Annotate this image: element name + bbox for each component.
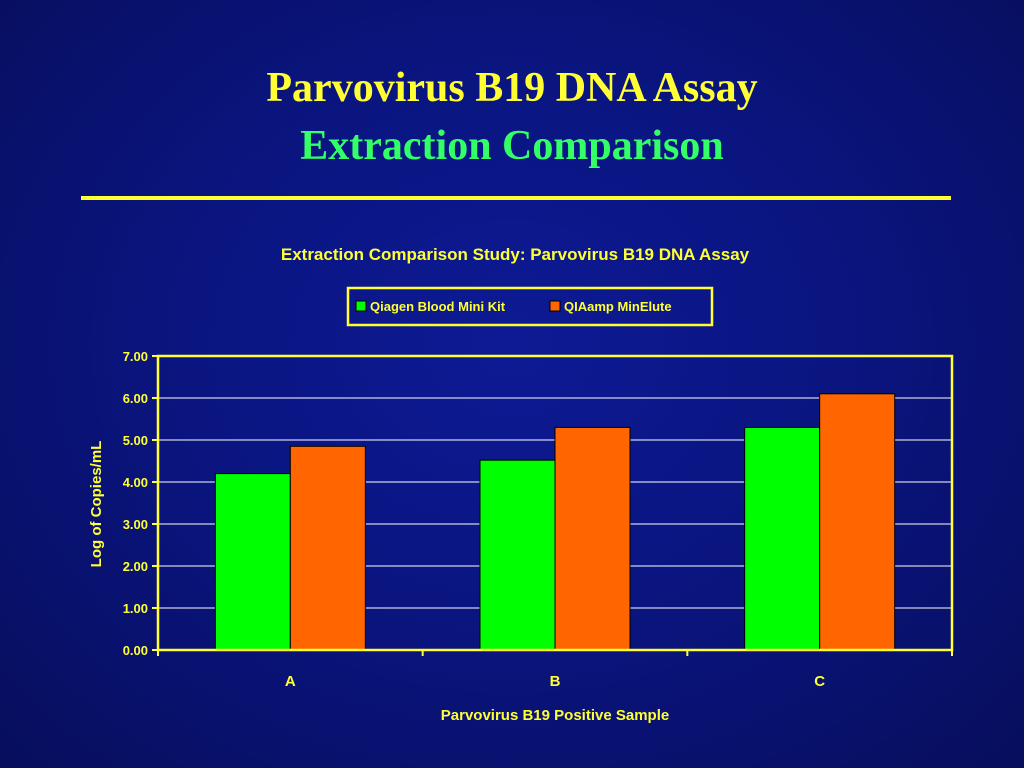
bar [819,393,896,651]
legend-frame [346,286,714,327]
y-tick-label: 2.00 [123,559,148,574]
bar [479,459,556,651]
legend-swatch [355,300,367,312]
y-tick-label: 1.00 [123,601,148,616]
y-tick-label: 6.00 [123,391,148,406]
slide-title: Parvovirus B19 DNA Assay [266,65,758,111]
x-tick-label: A [285,673,296,690]
legend-label: QIAamp MinElute [564,299,672,314]
legend-swatch [549,300,561,312]
chart-title: Extraction Comparison Study: Parvovirus … [281,245,750,264]
legend-label: Qiagen Blood Mini Kit [370,299,506,314]
slide-subtitle: Extraction Comparison [300,123,724,169]
y-tick-label: 3.00 [123,517,148,532]
chart-axes [152,354,954,656]
x-tick-label: B [550,673,561,690]
plot-frame [156,354,954,652]
x-axis-label: Parvovirus B19 Positive Sample [441,707,669,724]
x-tick-label: C [814,673,825,690]
bar [554,426,631,651]
y-axis-label: Log of Copies/mL [88,441,105,568]
y-tick-labels: 0.00 1.00 2.00 3.00 4.00 5.00 6.00 7.00 [123,349,148,658]
bar [214,473,291,651]
y-tick-label: 7.00 [123,349,148,364]
y-tick-label: 4.00 [123,475,148,490]
chart-legend: Qiagen Blood Mini Kit QIAamp MinElute [346,286,714,327]
title-divider [81,196,951,200]
bar [289,445,366,651]
chart-bars [214,393,896,651]
y-tick-label: 0.00 [123,643,148,658]
bar [744,426,821,651]
x-tick-labels: A B C [285,673,825,690]
y-tick-label: 5.00 [123,433,148,448]
